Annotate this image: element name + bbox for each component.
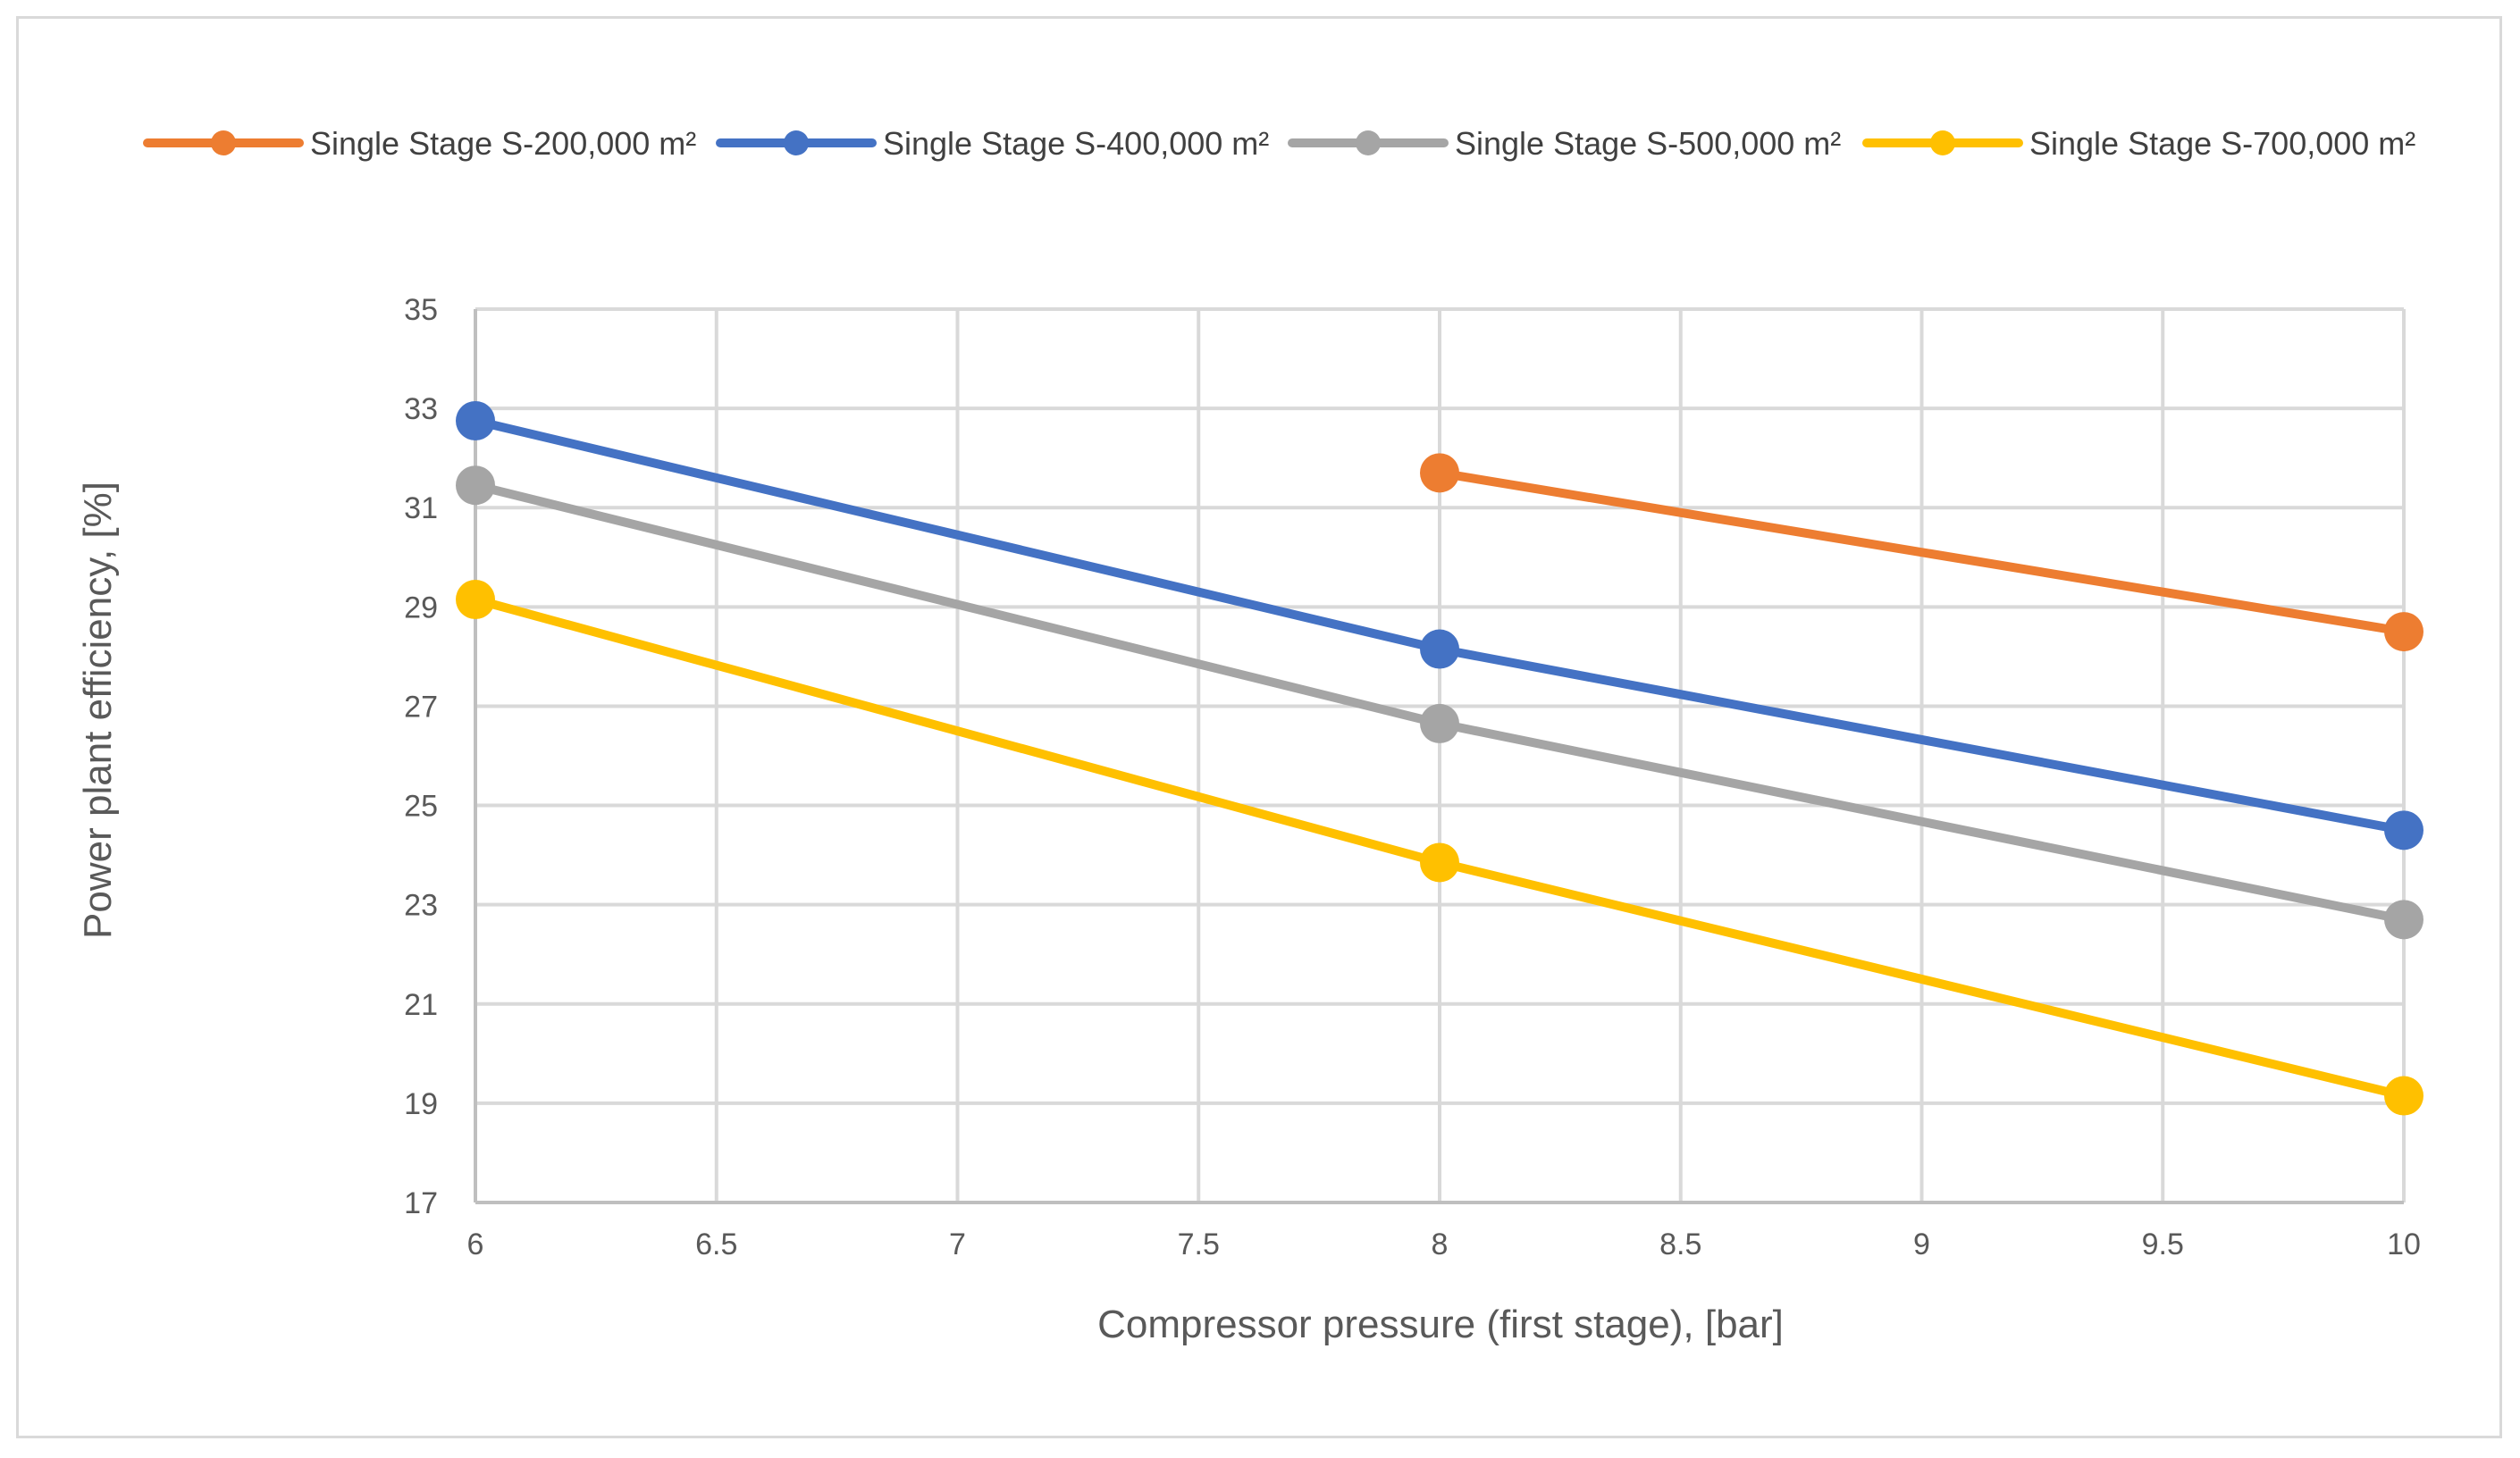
data-point — [2384, 1076, 2423, 1116]
y-tick-label: 23 — [404, 889, 438, 923]
legend-entry: Single Stage S-400,000 m² — [716, 125, 1269, 162]
x-tick-label: 10 — [2387, 1228, 2421, 1261]
legend-entry: Single Stage S-500,000 m² — [1288, 125, 1841, 162]
series-3 — [456, 465, 2423, 940]
data-point — [2384, 810, 2423, 850]
y-tick-label: 27 — [404, 690, 438, 724]
x-axis-title: Compressor pressure (first stage), [bar] — [1097, 1303, 1784, 1346]
legend-swatch-marker — [1356, 130, 1381, 155]
legend-entry: Single Stage S-700,000 m² — [1862, 125, 2415, 162]
series-4 — [456, 580, 2423, 1116]
legend-label: Single Stage S-500,000 m² — [1455, 125, 1841, 162]
y-axis-title: Power plant efficiency, [%] — [76, 482, 120, 939]
y-tick-label: 35 — [404, 293, 438, 327]
series-2 — [456, 401, 2423, 850]
y-tick-label: 19 — [404, 1087, 438, 1121]
legend-swatch-marker — [211, 130, 236, 155]
legend-label: Single Stage S-200,000 m² — [310, 125, 696, 162]
series-1 — [1420, 453, 2423, 652]
x-tick-label: 9.5 — [2142, 1228, 2184, 1261]
legend-label: Single Stage S-700,000 m² — [2029, 125, 2415, 162]
y-tick-label: 25 — [404, 790, 438, 824]
legend-entry: Single Stage S-200,000 m² — [143, 125, 696, 162]
data-point — [1420, 629, 1459, 669]
y-tick-label: 17 — [404, 1186, 438, 1220]
data-point — [456, 580, 495, 619]
data-point — [2384, 900, 2423, 940]
legend-swatch-marker — [1930, 130, 1955, 155]
data-point — [1420, 453, 1459, 493]
data-point — [456, 401, 495, 440]
data-point — [456, 465, 495, 506]
legend-label: Single Stage S-400,000 m² — [883, 125, 1269, 162]
data-point — [1420, 703, 1459, 743]
data-point — [1420, 842, 1459, 883]
x-tick-label: 6.5 — [695, 1228, 737, 1261]
y-tick-label: 33 — [404, 392, 438, 426]
series-line — [1435, 468, 2408, 637]
series-layer — [456, 401, 2423, 1116]
y-tick-label: 29 — [404, 591, 438, 624]
data-point — [2384, 612, 2423, 652]
x-tick-label: 6 — [467, 1228, 484, 1261]
x-tick-label: 7 — [949, 1228, 966, 1261]
axes: 6 6.5 7 7.5 8 8.5 9 9.5 10 35 33 31 29 27 25 23 21 19 17 — [404, 293, 2421, 1261]
x-tick-label: 9 — [1913, 1228, 1930, 1261]
y-tick-label: 21 — [404, 988, 438, 1022]
legend-swatch-marker — [784, 130, 809, 155]
x-tick-label: 8.5 — [1659, 1228, 1701, 1261]
y-tick-label: 31 — [404, 491, 438, 525]
gridlines — [474, 307, 2406, 1204]
x-tick-label: 8 — [1432, 1228, 1449, 1261]
x-tick-label: 7.5 — [1178, 1228, 1220, 1261]
legend: Single Stage S-200,000 m² Single Stage S-… — [143, 125, 2415, 162]
